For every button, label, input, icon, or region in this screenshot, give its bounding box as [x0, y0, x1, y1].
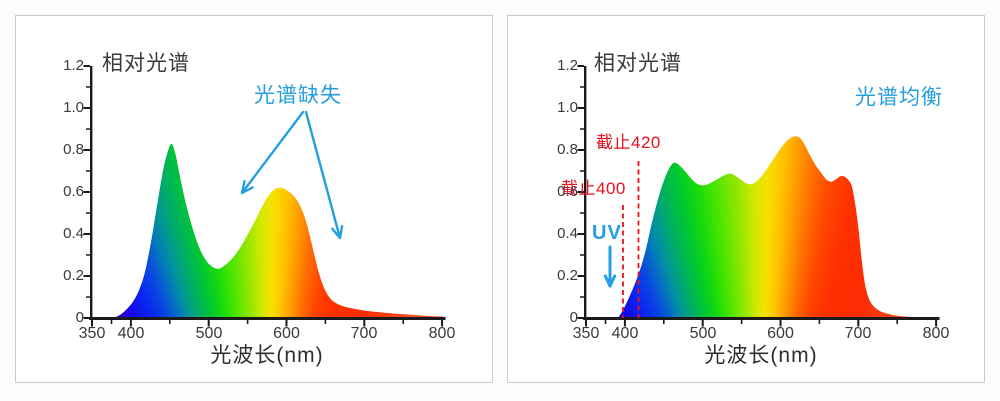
right-y-tick-label: 0 [569, 309, 578, 326]
right-y-tick-label: 0.2 [557, 267, 578, 284]
right-x-tick-label: 700 [844, 325, 872, 342]
left-x-tick-label: 600 [273, 325, 300, 342]
left-x-axis-title: 光波长(nm) [210, 344, 324, 367]
right-x-tick-label: 350 [572, 325, 600, 342]
left-y-tick-label: 0.8 [63, 141, 84, 158]
left-y-tick-label: 0.6 [63, 183, 84, 200]
left-y-tick-label: 1.2 [63, 57, 84, 74]
uv-label: UV [592, 222, 622, 244]
right-y-tick-label: 1.0 [557, 99, 578, 116]
left-chart-title: 相对光谱 [102, 52, 190, 75]
right-chart-title: 相对光谱 [594, 52, 682, 75]
right-y-tick-label: 0.4 [557, 225, 578, 242]
cutoff-420-label: 截止420 [596, 133, 661, 152]
right-x-tick-label: 600 [767, 325, 794, 342]
right-x-tick-label: 500 [689, 325, 717, 342]
left-x-tick-label: 500 [195, 325, 223, 342]
left-x-tick-label: 700 [350, 325, 378, 342]
left-y-tick-label: 0 [75, 309, 84, 326]
right-x-axis-title: 光波长(nm) [704, 344, 818, 367]
left-y-tick-label: 0.2 [63, 267, 84, 284]
right-y-tick-label: 0.6 [557, 183, 578, 200]
right-y-tick-label: 0.8 [557, 141, 578, 158]
right-annotation-spectrum-balanced: 光谱均衡 [855, 86, 943, 109]
left-y-tick-label: 1.0 [63, 99, 84, 116]
right-x-tick-label: 800 [922, 325, 950, 342]
left-x-tick-label: 400 [117, 325, 145, 342]
right-x-tick-label: 400 [611, 325, 639, 342]
right-y-tick-label: 1.2 [557, 57, 578, 74]
left-x-tick-label: 350 [78, 325, 106, 342]
left-x-tick-label: 800 [428, 325, 456, 342]
left-y-tick-label: 0.4 [63, 225, 84, 242]
cutoff-400-label: 截止400 [561, 179, 626, 198]
left-annotation-spectrum-missing: 光谱缺失 [254, 84, 342, 107]
